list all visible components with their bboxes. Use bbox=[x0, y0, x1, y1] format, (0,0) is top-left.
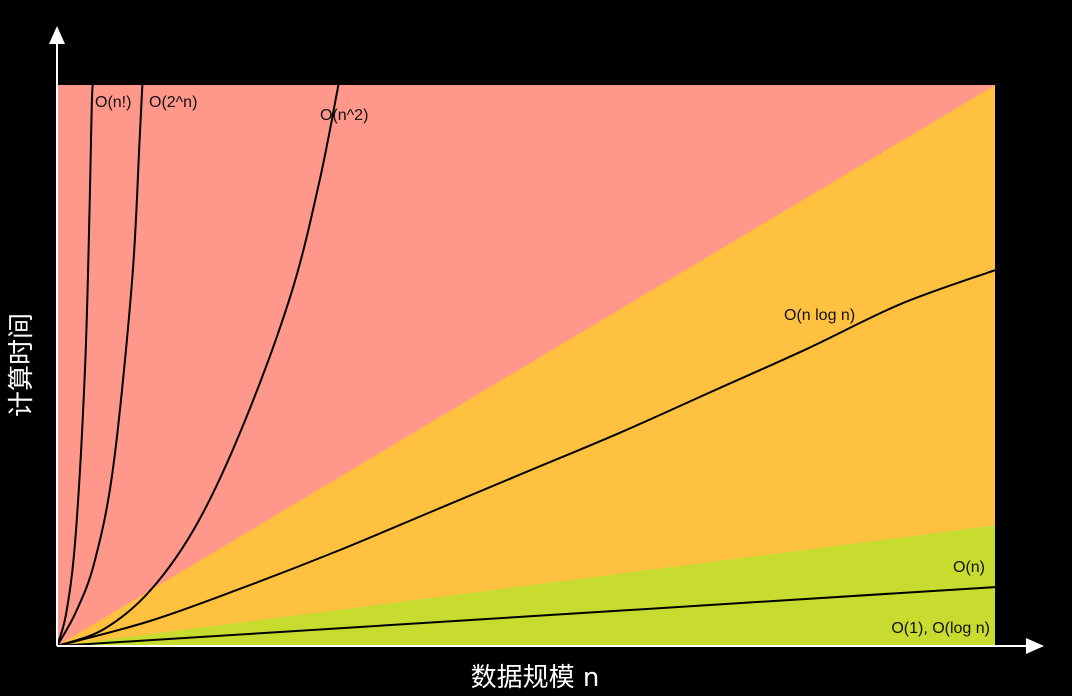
series-label-o-n: O(n) bbox=[953, 559, 985, 576]
series-label-o-n-log-n: O(n log n) bbox=[784, 307, 855, 324]
axes-layer bbox=[49, 26, 1044, 654]
labels-layer: O(n!) O(2^n) O(n^2) O(n log n) O(n) O(1), O(l… bbox=[95, 94, 990, 637]
series-line-o-n-log-n bbox=[56, 269, 996, 647]
green-zone bbox=[57, 525, 995, 646]
series-label-o-1-o-log-n: O(1), O(log n) bbox=[891, 620, 990, 637]
series-line-o-n-2 bbox=[56, 84, 340, 647]
x-axis-arrow bbox=[1026, 638, 1044, 654]
series-label-o-n-2: O(n^2) bbox=[320, 107, 368, 124]
x-axis-title: 数据规模 n bbox=[471, 663, 600, 693]
curves-layer bbox=[56, 84, 996, 647]
y-axis-title: 计算时间 bbox=[7, 313, 37, 417]
series-line-o-n bbox=[56, 84, 94, 647]
series-label-o-n: O(n!) bbox=[95, 94, 131, 111]
orange-zone bbox=[57, 85, 995, 646]
series-line-o-n bbox=[56, 586, 996, 647]
series-line-o-2-n bbox=[56, 84, 144, 647]
series-label-o-2-n: O(2^n) bbox=[149, 94, 197, 111]
y-axis-arrow bbox=[49, 26, 65, 44]
regions-layer bbox=[57, 85, 995, 646]
